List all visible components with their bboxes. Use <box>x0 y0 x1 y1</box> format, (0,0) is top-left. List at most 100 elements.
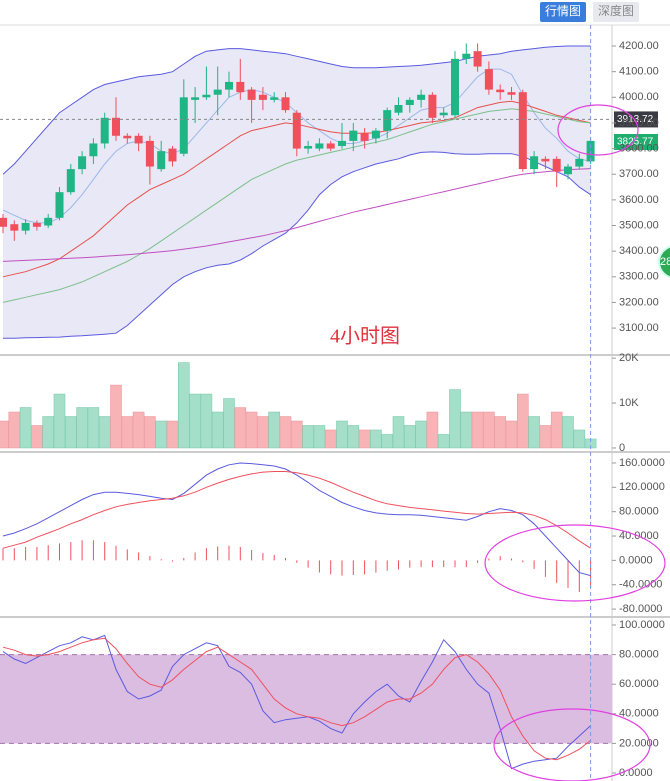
highlight <box>557 104 639 156</box>
volume-bar <box>0 420 9 449</box>
tab-label[interactable]: 行情图 <box>545 4 581 18</box>
volume-bar <box>234 407 247 449</box>
timeframe-label: 4小时图 <box>330 325 400 348</box>
volume-bar <box>178 362 190 449</box>
candle-body <box>304 146 313 149</box>
macd-line <box>2 471 591 549</box>
volume-bar <box>324 429 337 449</box>
candle-body <box>439 112 448 116</box>
candle-body <box>100 117 109 144</box>
y-tick-label: 3100.00 <box>619 322 659 334</box>
volume-bar <box>449 389 461 449</box>
candle-body <box>564 166 572 175</box>
candle-body <box>44 217 53 226</box>
volume-bar <box>76 407 88 449</box>
price-tag-label: 3825.77 <box>617 137 654 148</box>
kdj-line <box>2 634 591 770</box>
volume-bar <box>494 416 507 449</box>
y-tick-label: 4000.00 <box>619 91 659 103</box>
band-upper <box>2 45 591 175</box>
candle-body <box>496 89 505 93</box>
candle-body <box>191 97 200 100</box>
band-area <box>3 46 591 339</box>
volume-bar <box>19 407 32 449</box>
badge[interactable] <box>658 245 670 279</box>
candle-body <box>405 99 414 105</box>
plot: 3913.72 3825.77 3100.00 3200.00 3300.00 3400.… <box>0 25 665 781</box>
volume-bar <box>42 416 55 449</box>
volume-bar <box>539 425 552 449</box>
volume-bar <box>245 411 258 449</box>
candle-body <box>315 143 324 149</box>
y-tick-label: 3400.00 <box>619 245 659 257</box>
candle-body <box>213 89 222 95</box>
volume-bar <box>211 411 224 449</box>
y-tick-label: 40.0000 <box>619 708 659 720</box>
candle-body <box>145 140 154 167</box>
candle-body <box>530 156 539 170</box>
highlight <box>493 708 651 781</box>
volume-bar <box>336 420 348 449</box>
candle-body <box>326 143 335 149</box>
candle-body <box>349 130 358 141</box>
volume-bar <box>223 398 235 449</box>
candle-body <box>247 89 256 100</box>
volume-bar <box>415 420 427 449</box>
badge-label[interactable]: 28 <box>660 256 670 268</box>
candle-body <box>179 97 188 154</box>
y-tick-label: 3200.00 <box>619 296 659 308</box>
candle-body <box>451 58 459 116</box>
candle-body <box>202 94 211 98</box>
macd-line <box>2 462 591 577</box>
candle-body <box>473 51 482 67</box>
tab-label[interactable]: 深度图 <box>598 3 634 18</box>
y-tick-label: 10K <box>619 397 639 409</box>
candle-body <box>507 92 516 95</box>
moving-average <box>2 108 591 303</box>
volume-bar <box>562 416 574 449</box>
highlight <box>484 524 666 602</box>
candle-body <box>258 94 267 100</box>
price-tag <box>614 111 658 128</box>
volume-bar <box>87 407 100 449</box>
candle-body <box>66 169 75 193</box>
candle-body <box>55 192 64 218</box>
candle-body <box>10 224 19 231</box>
y-tick-label: 0.0000 <box>619 767 653 779</box>
candle-body <box>112 117 120 136</box>
volume-bar <box>200 393 213 449</box>
y-tick-label: 3900.00 <box>619 117 659 129</box>
volume-bar <box>155 420 167 449</box>
volume-bar <box>98 416 111 449</box>
candle-body <box>484 69 493 90</box>
volume-bar <box>573 429 586 449</box>
candle-body <box>552 158 561 172</box>
volume-bar <box>302 425 314 449</box>
candle-body <box>134 135 143 144</box>
tab[interactable] <box>593 2 639 22</box>
price-tag <box>614 133 658 150</box>
volume-bar <box>8 411 21 449</box>
candle-body <box>21 222 30 231</box>
kdj-line <box>2 637 591 761</box>
y-tick-label: 80.0000 <box>619 649 659 661</box>
y-tick-label: 4100.00 <box>619 66 659 78</box>
moving-average <box>2 168 591 262</box>
candle-body <box>338 140 346 147</box>
y-tick-label: 0 <box>619 442 625 454</box>
volume-bar <box>268 411 281 449</box>
candle-body <box>236 81 245 93</box>
candle-body <box>32 222 41 227</box>
candle-body <box>428 94 437 118</box>
volume-bar <box>483 411 495 449</box>
volume-bar <box>121 416 134 449</box>
tab-active[interactable] <box>540 2 586 22</box>
volume-bar <box>505 420 518 449</box>
price-tag-label: 3913.72 <box>617 114 654 125</box>
volume-bar <box>528 416 540 449</box>
candle-body <box>78 156 87 170</box>
y-tick-label: 3700.00 <box>619 168 659 180</box>
y-tick-label: 3300.00 <box>619 271 659 283</box>
y-tick-label: -80.0000 <box>619 603 662 615</box>
volume-bar <box>290 420 303 449</box>
